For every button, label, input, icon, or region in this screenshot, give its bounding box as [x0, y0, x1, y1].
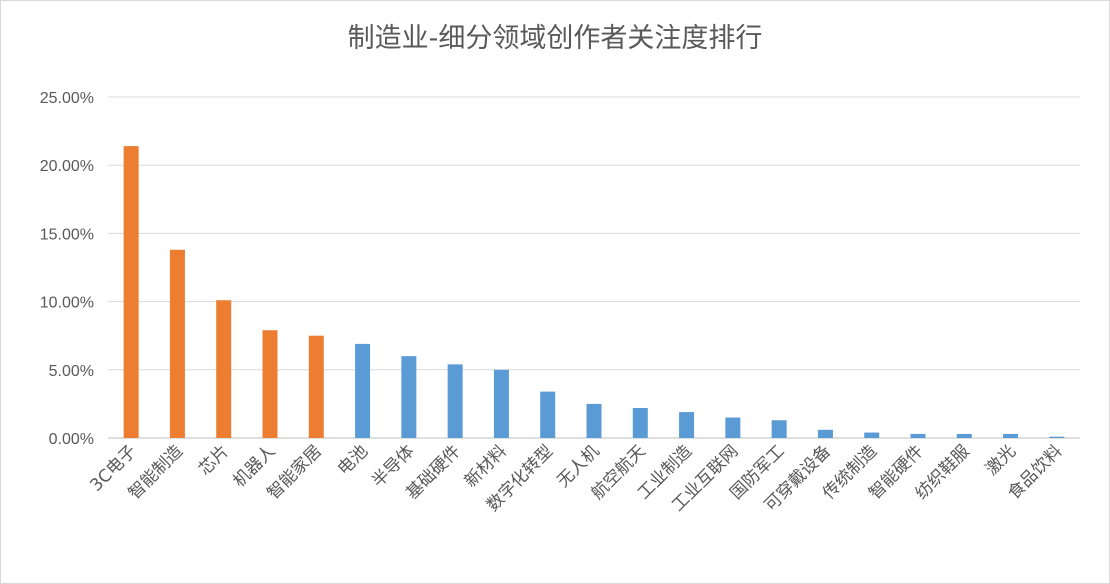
- bar: [679, 412, 695, 438]
- bar: [910, 433, 926, 438]
- x-tick-label: 电池: [334, 441, 372, 479]
- bar: [447, 364, 463, 438]
- bar: [632, 407, 648, 438]
- bar: [308, 335, 324, 438]
- x-tick-label: 激光: [982, 441, 1020, 479]
- bar: [216, 300, 232, 438]
- bar: [123, 146, 139, 438]
- bar: [540, 391, 556, 438]
- bar: [586, 403, 602, 438]
- y-tick-label: 0.00%: [49, 431, 94, 448]
- bar: [725, 417, 741, 438]
- bar: [262, 330, 278, 438]
- chart-title: 制造业-细分领域创作者关注度排行: [347, 23, 763, 54]
- y-tick-label: 25.00%: [40, 90, 94, 107]
- bar: [1003, 433, 1019, 438]
- bar: [169, 249, 185, 438]
- bar: [493, 369, 509, 438]
- y-tick-label: 5.00%: [49, 363, 94, 380]
- bar: [401, 356, 417, 438]
- bar: [864, 432, 880, 438]
- bar: [956, 433, 972, 438]
- bar: [817, 429, 833, 438]
- y-tick-label: 10.00%: [40, 295, 94, 312]
- bar: [1049, 436, 1065, 438]
- bar: [355, 343, 371, 438]
- bar: [771, 420, 787, 438]
- y-tick-label: 15.00%: [40, 226, 94, 243]
- x-tick-label: 芯片: [195, 441, 233, 479]
- y-tick-label: 20.00%: [40, 158, 94, 175]
